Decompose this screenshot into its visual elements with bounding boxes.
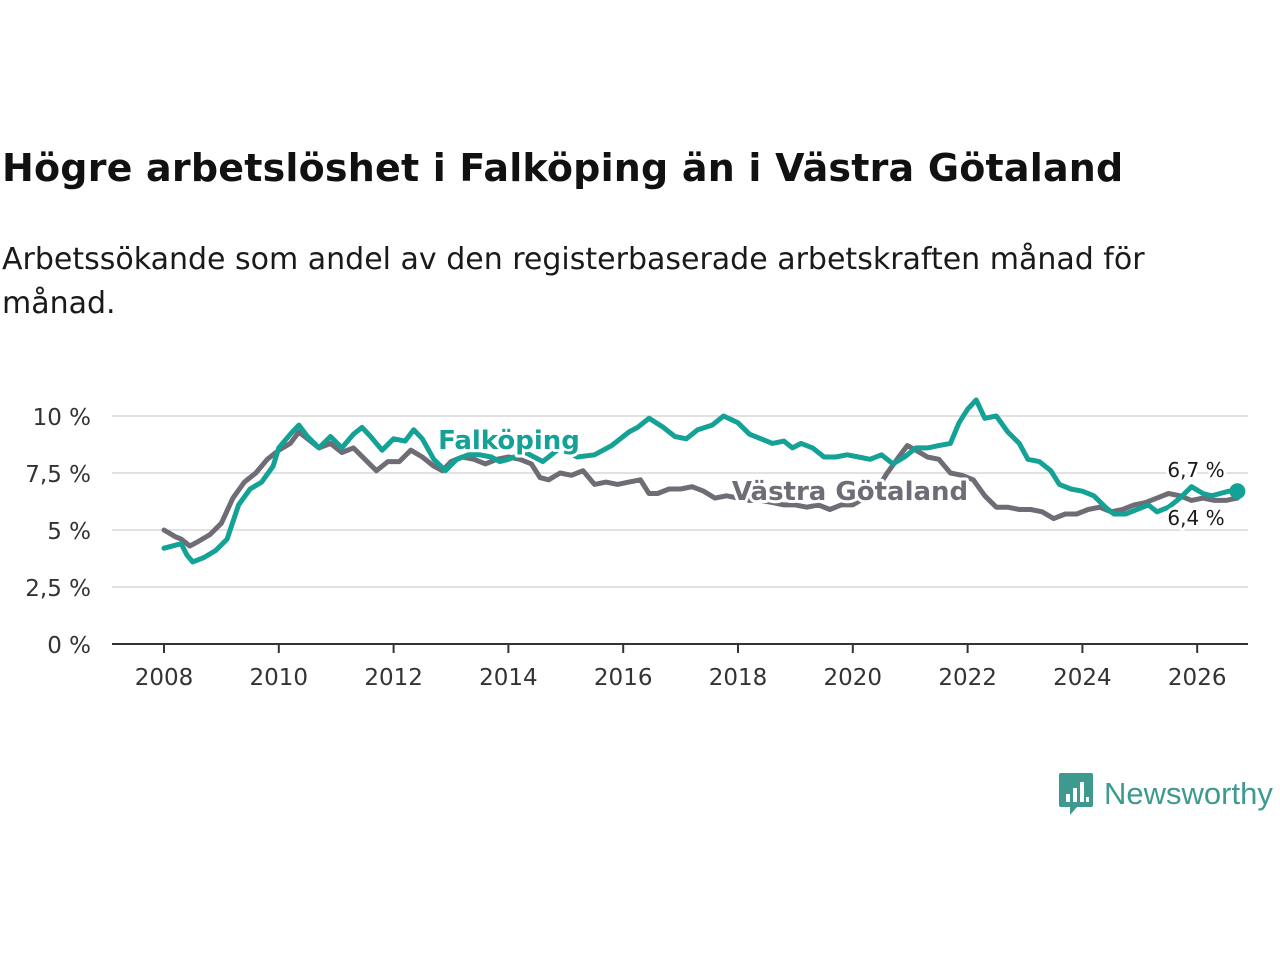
y-tick-label: 2,5 % bbox=[25, 576, 91, 602]
x-axis: 2008 2010 2012 2014 2016 2018 2020 2022 2024 2026 bbox=[112, 643, 1248, 691]
series-label-falkoping: Falköping bbox=[438, 426, 580, 456]
end-value-label-falkoping: 6,7 % bbox=[1167, 458, 1224, 482]
x-tick-label: 2018 bbox=[709, 665, 768, 691]
x-tick-label: 2016 bbox=[594, 665, 653, 691]
x-tick-label: 2022 bbox=[938, 665, 997, 691]
x-tick-label: 2020 bbox=[824, 665, 883, 691]
series-line-vastra-gotaland bbox=[161, 429, 1240, 549]
series-lines bbox=[161, 397, 1246, 565]
newsworthy-logo: Newsworthy bbox=[1058, 772, 1273, 816]
x-tick-label: 2014 bbox=[479, 665, 538, 691]
y-tick-label: 0 % bbox=[47, 633, 91, 659]
y-tick-label: 5 % bbox=[47, 519, 91, 545]
end-value-label-vastra-gotaland: 6,4 % bbox=[1167, 506, 1224, 530]
series-label-vastra-gotaland: Västra Götaland bbox=[732, 477, 968, 507]
series-end-dot-falkoping bbox=[1229, 483, 1246, 500]
brand-name: Newsworthy bbox=[1104, 776, 1273, 811]
chart-title: Högre arbetslöshet i Falköping än i Väst… bbox=[2, 146, 1124, 190]
x-tick-label: 2010 bbox=[250, 665, 309, 691]
x-tick-label: 2024 bbox=[1053, 665, 1112, 691]
x-tick-label: 2026 bbox=[1168, 665, 1227, 691]
series-labels: Falköping Västra Götaland 6,7 % 6,4 % bbox=[435, 423, 1227, 533]
grid: 0 % 2,5 % 5 % 7,5 % 10 % bbox=[25, 405, 1248, 659]
chart-subtitle: Arbetssökande som andel av den registerb… bbox=[2, 242, 1145, 321]
x-tick-label: 2008 bbox=[135, 665, 194, 691]
x-tick-label: 2012 bbox=[364, 665, 423, 691]
y-tick-label: 7,5 % bbox=[25, 462, 91, 488]
line-chart: 0 % 2,5 % 5 % 7,5 % 10 % 2008 2010 2012 2014 201… bbox=[25, 397, 1248, 691]
y-tick-label: 10 % bbox=[33, 405, 91, 431]
newsworthy-logo-icon bbox=[1059, 773, 1093, 815]
series-line-falkoping bbox=[161, 397, 1240, 565]
